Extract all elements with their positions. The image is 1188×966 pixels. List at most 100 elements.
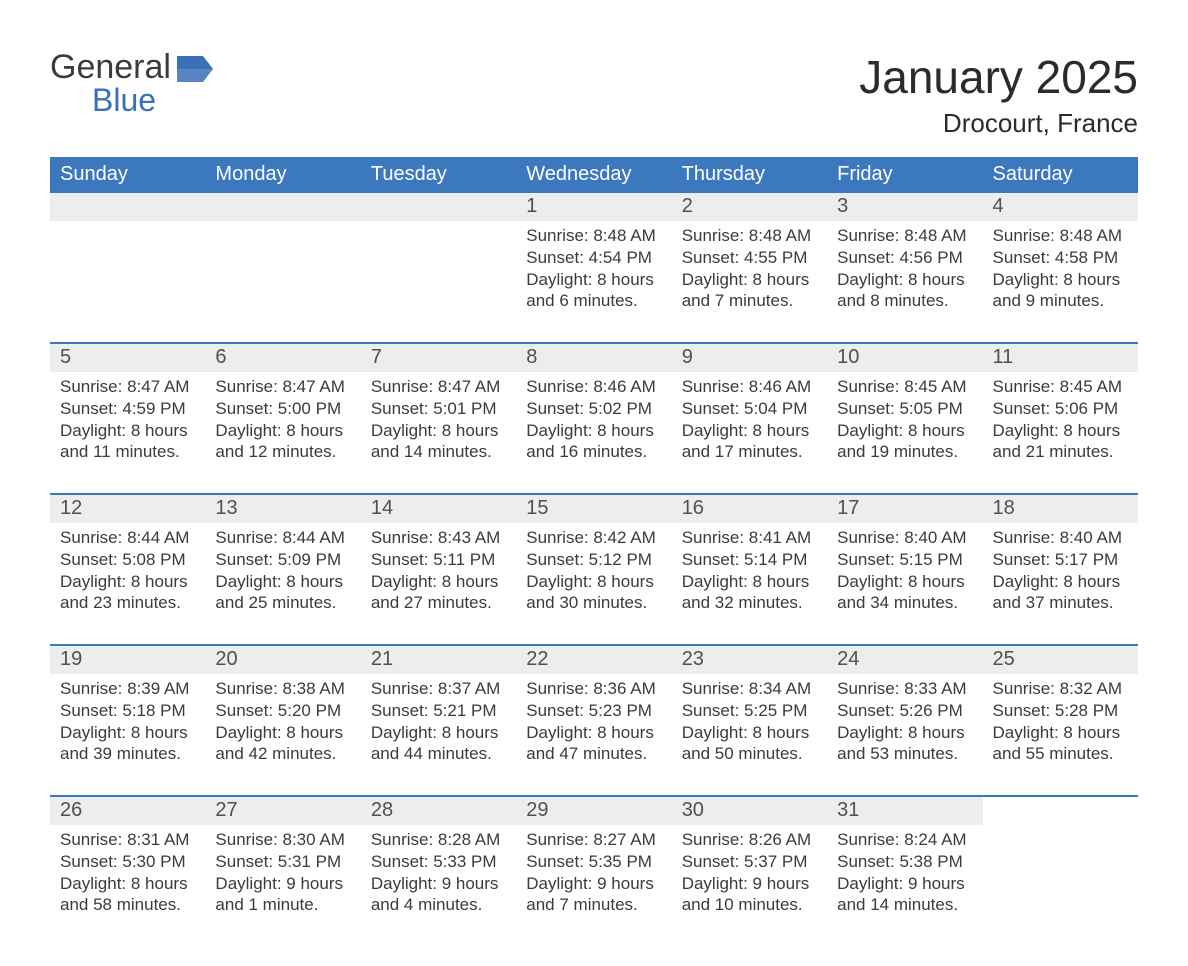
day-number: 26 (50, 797, 205, 825)
detail-line-daylight2: and 50 minutes. (682, 743, 817, 765)
calendar-cell: 30Sunrise: 8:26 AMSunset: 5:37 PMDayligh… (672, 797, 827, 926)
weekday-header-row: Sunday Monday Tuesday Wednesday Thursday… (50, 157, 1138, 193)
day-number: 1 (516, 193, 671, 221)
detail-line-daylight1: Daylight: 8 hours (526, 420, 661, 442)
detail-line-sunset: Sunset: 5:02 PM (526, 398, 661, 420)
calendar-cell: 17Sunrise: 8:40 AMSunset: 5:15 PMDayligh… (827, 495, 982, 624)
detail-line-sunrise: Sunrise: 8:47 AM (215, 376, 350, 398)
day-number: 14 (361, 495, 516, 523)
day-number: 13 (205, 495, 360, 523)
detail-line-sunrise: Sunrise: 8:41 AM (682, 527, 817, 549)
calendar-cell: 26 Sunrise: 8:31 AMSunset: 5:30 PMDayligh… (50, 797, 205, 926)
day-details: Sunrise: 8:47 AMSunset: 4:59 PMDaylight:… (60, 376, 195, 463)
detail-line-sunrise: Sunrise: 8:24 AM (837, 829, 972, 851)
day-details: Sunrise: 8:48 AMSunset: 4:55 PMDaylight:… (682, 225, 817, 312)
detail-line-daylight2: and 14 minutes. (371, 441, 506, 463)
detail-line-daylight1: Daylight: 8 hours (371, 722, 506, 744)
detail-line-daylight2: and 19 minutes. (837, 441, 972, 463)
day-details: Sunrise: 8:48 AMSunset: 4:54 PMDaylight:… (526, 225, 661, 312)
day-details: Sunrise: 8:37 AMSunset: 5:21 PMDaylight:… (371, 678, 506, 765)
calendar-cell (983, 797, 1138, 926)
calendar-cell: 20Sunrise: 8:38 AMSunset: 5:20 PMDayligh… (205, 646, 360, 775)
calendar-cell: 23Sunrise: 8:34 AMSunset: 5:25 PMDayligh… (672, 646, 827, 775)
detail-line-sunset: Sunset: 5:30 PM (60, 851, 195, 873)
detail-line-sunset: Sunset: 5:12 PM (526, 549, 661, 571)
detail-line-sunrise: Sunrise: 8:33 AM (837, 678, 972, 700)
detail-line-daylight1: Daylight: 9 hours (837, 873, 972, 895)
detail-line-sunset: Sunset: 5:33 PM (371, 851, 506, 873)
detail-line-daylight1: Daylight: 8 hours (993, 571, 1128, 593)
calendar-cell: 29Sunrise: 8:27 AMSunset: 5:35 PMDayligh… (516, 797, 671, 926)
detail-line-sunset: Sunset: 5:23 PM (526, 700, 661, 722)
detail-line-sunset: Sunset: 5:04 PM (682, 398, 817, 420)
calendar: Sunday Monday Tuesday Wednesday Thursday… (50, 157, 1138, 926)
day-number: 12 (50, 495, 205, 523)
detail-line-daylight1: Daylight: 8 hours (993, 269, 1128, 291)
detail-line-sunrise: Sunrise: 8:38 AM (215, 678, 350, 700)
detail-line-sunrise: Sunrise: 8:40 AM (993, 527, 1128, 549)
weekday-header: Sunday (50, 157, 205, 193)
day-details: Sunrise: 8:31 AMSunset: 5:30 PMDaylight:… (60, 829, 195, 916)
calendar-cell: 27Sunrise: 8:30 AMSunset: 5:31 PMDayligh… (205, 797, 360, 926)
detail-line-daylight2: and 27 minutes. (371, 592, 506, 614)
detail-line-sunrise: Sunrise: 8:30 AM (215, 829, 350, 851)
detail-line-sunset: Sunset: 5:17 PM (993, 549, 1128, 571)
detail-line-sunrise: Sunrise: 8:40 AM (837, 527, 972, 549)
calendar-cell: 10Sunrise: 8:45 AMSunset: 5:05 PMDayligh… (827, 344, 982, 473)
day-number: 24 (827, 646, 982, 674)
weekday-header: Monday (205, 157, 360, 193)
empty-daynum (50, 193, 205, 221)
detail-line-sunset: Sunset: 4:58 PM (993, 247, 1128, 269)
calendar-cell: 15Sunrise: 8:42 AMSunset: 5:12 PMDayligh… (516, 495, 671, 624)
weekday-header: Thursday (672, 157, 827, 193)
detail-line-daylight1: Daylight: 8 hours (60, 873, 195, 895)
detail-line-daylight1: Daylight: 8 hours (837, 420, 972, 442)
detail-line-daylight2: and 53 minutes. (837, 743, 972, 765)
detail-line-daylight2: and 16 minutes. (526, 441, 661, 463)
brand-word-1: General (50, 50, 171, 84)
calendar-page: General Blue January 2025 Drocourt, Fran… (0, 0, 1188, 966)
day-number: 6 (205, 344, 360, 372)
day-number: 5 (50, 344, 205, 372)
day-details: Sunrise: 8:24 AMSunset: 5:38 PMDaylight:… (837, 829, 972, 916)
detail-line-daylight1: Daylight: 8 hours (526, 722, 661, 744)
detail-line-daylight1: Daylight: 8 hours (60, 571, 195, 593)
calendar-week: 26 Sunrise: 8:31 AMSunset: 5:30 PMDayligh… (50, 795, 1138, 926)
brand-logo: General Blue (50, 50, 213, 116)
day-number: 28 (361, 797, 516, 825)
detail-line-sunrise: Sunrise: 8:37 AM (371, 678, 506, 700)
day-number: 23 (672, 646, 827, 674)
day-number: 21 (361, 646, 516, 674)
detail-line-sunrise: Sunrise: 8:34 AM (682, 678, 817, 700)
day-details: Sunrise: 8:46 AMSunset: 5:02 PMDaylight:… (526, 376, 661, 463)
detail-line-sunrise: Sunrise: 8:45 AM (837, 376, 972, 398)
detail-line-sunrise: Sunrise: 8:48 AM (993, 225, 1128, 247)
detail-line-sunrise: Sunrise: 8:28 AM (371, 829, 506, 851)
detail-line-daylight2: and 10 minutes. (682, 894, 817, 916)
detail-line-sunrise: Sunrise: 8:39 AM (60, 678, 195, 700)
day-details: Sunrise: 8:47 AMSunset: 5:01 PMDaylight:… (371, 376, 506, 463)
detail-line-daylight1: Daylight: 8 hours (215, 722, 350, 744)
day-details: Sunrise: 8:45 AMSunset: 5:05 PMDaylight:… (837, 376, 972, 463)
calendar-week: 1 Sunrise: 8:48 AMSunset: 4:54 PMDaylight… (50, 193, 1138, 322)
detail-line-daylight2: and 4 minutes. (371, 894, 506, 916)
detail-line-daylight1: Daylight: 8 hours (371, 571, 506, 593)
detail-line-daylight2: and 21 minutes. (993, 441, 1128, 463)
detail-line-sunset: Sunset: 5:08 PM (60, 549, 195, 571)
detail-line-daylight2: and 39 minutes. (60, 743, 195, 765)
day-details: Sunrise: 8:26 AMSunset: 5:37 PMDaylight:… (682, 829, 817, 916)
detail-line-daylight2: and 8 minutes. (837, 290, 972, 312)
detail-line-daylight1: Daylight: 8 hours (993, 420, 1128, 442)
detail-line-daylight2: and 7 minutes. (526, 894, 661, 916)
page-header: General Blue January 2025 Drocourt, Fran… (50, 50, 1138, 139)
title-block: January 2025 Drocourt, France (859, 50, 1138, 139)
detail-line-sunset: Sunset: 5:38 PM (837, 851, 972, 873)
day-number: 2 (672, 193, 827, 221)
day-details: Sunrise: 8:30 AMSunset: 5:31 PMDaylight:… (215, 829, 350, 916)
calendar-cell: 2 Sunrise: 8:48 AMSunset: 4:55 PMDaylight… (672, 193, 827, 322)
weekday-header: Saturday (983, 157, 1138, 193)
detail-line-daylight2: and 17 minutes. (682, 441, 817, 463)
day-number: 20 (205, 646, 360, 674)
day-number: 11 (983, 344, 1138, 372)
day-details: Sunrise: 8:33 AMSunset: 5:26 PMDaylight:… (837, 678, 972, 765)
